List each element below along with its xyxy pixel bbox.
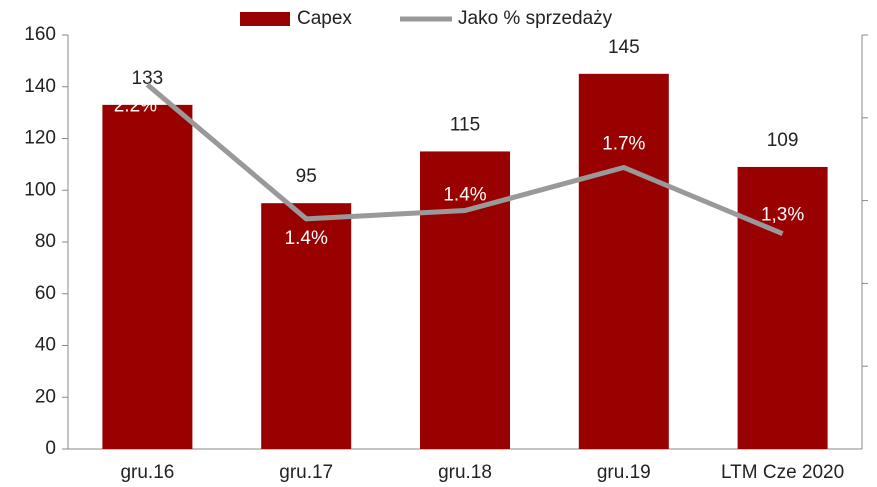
x-tick-label: gru.18 — [438, 462, 492, 483]
bar-value-label: 145 — [608, 37, 640, 58]
line-value-label: 1,3% — [761, 205, 804, 226]
x-tick-label: gru.17 — [279, 462, 333, 483]
line-value-label: 1.7% — [602, 133, 645, 154]
bar — [261, 203, 352, 449]
bar-value-label: 95 — [296, 166, 317, 187]
legend-swatch — [240, 12, 290, 26]
line-value-label: 1.4% — [285, 228, 328, 249]
x-tick-label: LTM Cze 2020 — [721, 462, 844, 483]
y-tick-label: 100 — [24, 179, 56, 200]
bar-value-label: 133 — [132, 68, 164, 89]
bar-value-label: 109 — [767, 130, 799, 151]
y-tick-label: 160 — [24, 24, 56, 45]
line-value-label: 1.4% — [443, 185, 486, 206]
bar — [102, 104, 193, 450]
bar-value-label: 115 — [450, 114, 480, 135]
legend-label: Capex — [297, 8, 352, 29]
x-tick-label: gru.19 — [597, 462, 651, 483]
line-value-label: 2.2% — [114, 96, 157, 117]
bar — [578, 73, 669, 449]
legend-label: Jako % sprzedaży — [458, 8, 613, 29]
y-tick-label: 40 — [35, 335, 56, 356]
y-tick-label: 0 — [45, 438, 56, 459]
y-tick-label: 20 — [35, 386, 56, 407]
line — [145, 82, 784, 237]
y-tick-label: 120 — [24, 128, 56, 149]
bar — [737, 166, 828, 449]
y-tick-label: 140 — [24, 76, 56, 97]
y-tick-label: 60 — [35, 283, 56, 304]
y-tick-label: 80 — [35, 231, 56, 252]
x-tick-label: gru.16 — [120, 462, 174, 483]
